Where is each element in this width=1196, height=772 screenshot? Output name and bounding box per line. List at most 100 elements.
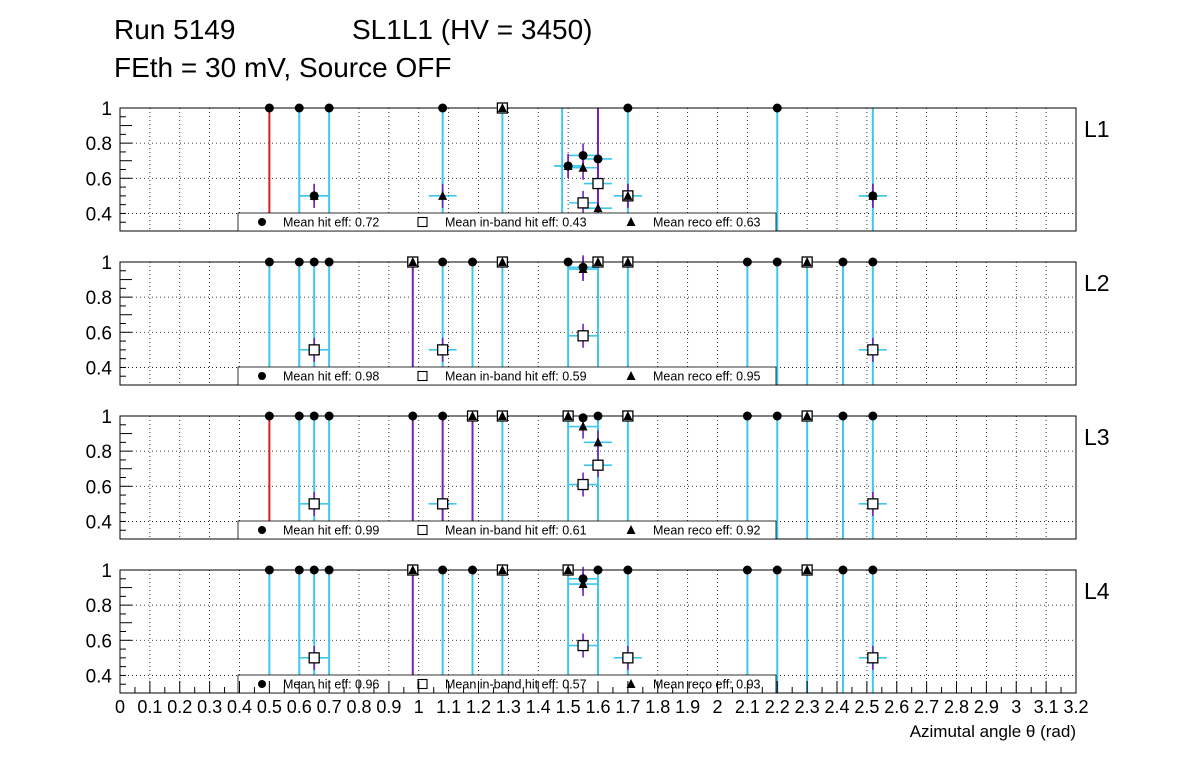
x-tick-label: 1.2 <box>466 697 491 717</box>
reco-efficiency-point <box>578 421 588 431</box>
y-tick-label: 0.4 <box>86 666 113 687</box>
hit-efficiency-point <box>438 411 448 421</box>
hit-efficiency-point <box>593 565 603 575</box>
y-tick-label: 0.8 <box>86 134 112 155</box>
legend: Mean hit eff: 0.99 Mean in-band hit eff: … <box>237 520 777 540</box>
panel-l3: 0.4 0.6 0.8 1 Mean hit eff: 0.99 Mean in-band… <box>86 407 1110 540</box>
panel-l1: 0.4 0.6 0.8 1 Mean hit eff: 0.72 Mean in-band… <box>86 99 1110 232</box>
reco-efficiency-point <box>438 190 448 200</box>
hit-efficiency-point <box>742 565 752 575</box>
legend-hit-label: Mean hit eff: 0.99 <box>283 524 379 538</box>
x-tick-label: 0.7 <box>317 697 342 717</box>
inband-efficiency-point <box>577 197 589 209</box>
hit-efficiency-point <box>838 565 848 575</box>
inband-efficiency-point <box>577 478 589 491</box>
hit-efficiency-point <box>578 574 588 584</box>
run-title: Run 5149 <box>114 14 236 45</box>
reco-efficiency-point <box>578 579 588 589</box>
legend-inband-label: Mean in-band hit eff: 0.61 <box>445 524 587 538</box>
legend-hit-label: Mean hit eff: 0.72 <box>283 216 379 230</box>
reco-efficiency-point <box>468 411 478 420</box>
legend-inband-label: Mean in-band hit eff: 0.59 <box>445 370 587 384</box>
x-tick-label: 0.1 <box>137 697 162 717</box>
x-tick-label: 0.2 <box>167 697 192 717</box>
hit-efficiency-point <box>438 103 448 113</box>
hit-efficiency-point <box>408 411 418 421</box>
inband-efficiency-point <box>592 459 604 471</box>
x-tick-label: 1.6 <box>585 697 610 717</box>
panel-l2: 0.4 0.6 0.8 1 Mean hit eff: 0.98 Mean in-band… <box>86 253 1110 386</box>
inband-efficiency-point <box>436 344 449 356</box>
x-tick-label: 2.1 <box>735 697 760 717</box>
y-tick-label: 1 <box>101 253 112 274</box>
hit-efficiency-point <box>593 411 603 421</box>
y-tick-label: 1 <box>101 561 112 582</box>
hit-efficiency-point <box>294 257 304 267</box>
inband-efficiency-point <box>622 652 634 664</box>
hit-efficiency-point <box>838 411 848 421</box>
x-tick-label: 0.5 <box>257 697 282 717</box>
x-tick-label: 0.4 <box>227 697 252 717</box>
legend-hit-label: Mean hit eff: 0.98 <box>283 370 379 384</box>
inband-efficiency-point <box>308 498 320 510</box>
x-tick-label: 1.8 <box>645 697 670 717</box>
hit-efficiency-point <box>309 565 319 575</box>
legend-hit-marker <box>258 680 266 688</box>
hit-efficiency-point <box>742 411 752 421</box>
legend-reco-label: Mean reco eff: 0.92 <box>653 524 761 538</box>
legend-hit-marker <box>258 526 266 534</box>
y-tick-label: 0.4 <box>86 512 113 533</box>
legend-reco-label: Mean reco eff: 0.63 <box>653 216 761 230</box>
reco-efficiency-point <box>578 264 588 274</box>
hit-efficiency-point <box>772 411 782 421</box>
hit-efficiency-point <box>264 565 274 575</box>
reco-efficiency-point <box>497 411 507 420</box>
inband-efficiency-point <box>577 330 589 342</box>
legend-inband-label: Mean in-band hit eff: 0.57 <box>445 678 587 692</box>
settings-title: FEth = 30 mV, Source OFF <box>114 52 452 83</box>
panel-label: L4 <box>1084 578 1110 604</box>
x-tick-label: 2.6 <box>884 697 909 717</box>
reco-efficiency-point <box>563 160 573 170</box>
legend-box <box>237 520 777 540</box>
x-tick-label: 1.9 <box>675 697 700 717</box>
hit-efficiency-point <box>772 257 782 267</box>
inband-efficiency-point <box>308 344 320 356</box>
panel-label: L2 <box>1084 270 1110 296</box>
reco-efficiency-point <box>868 190 878 200</box>
x-tick-label: 3.1 <box>1034 697 1059 717</box>
reco-efficiency-point <box>802 411 812 420</box>
panel-label: L1 <box>1084 116 1110 142</box>
hit-efficiency-point <box>468 565 478 575</box>
reco-efficiency-point <box>623 190 633 200</box>
reco-efficiency-point <box>593 257 603 266</box>
hit-efficiency-point <box>438 565 448 575</box>
legend-reco-label: Mean reco eff: 0.95 <box>653 370 761 384</box>
y-tick-label: 0.6 <box>86 169 112 190</box>
legend-hit-marker <box>258 218 266 226</box>
reco-efficiency-point <box>408 257 418 266</box>
hit-efficiency-point <box>309 257 319 267</box>
x-tick-label: 3.2 <box>1063 697 1088 717</box>
hit-efficiency-point <box>578 150 588 160</box>
panel-l4: 0.4 0.6 0.8 1 Mean hit eff: 0.96 Mean in-band… <box>86 561 1110 694</box>
hit-efficiency-point <box>868 257 878 267</box>
reco-efficiency-point <box>497 257 507 266</box>
reco-efficiency-point <box>408 565 418 574</box>
reco-efficiency-point <box>623 411 633 420</box>
inband-efficiency-point <box>592 177 604 190</box>
inband-efficiency-point <box>436 498 449 510</box>
legend-box <box>237 674 777 694</box>
x-tick-label: 3 <box>1011 697 1021 717</box>
legend-inband-marker <box>417 524 428 536</box>
reco-efficiency-point <box>563 411 573 420</box>
reco-efficiency-point <box>623 257 633 266</box>
legend: Mean hit eff: 0.98 Mean in-band hit eff: … <box>237 366 777 386</box>
hit-efficiency-point <box>742 257 752 267</box>
hit-efficiency-point <box>772 103 782 113</box>
x-tick-label: 1.7 <box>615 697 640 717</box>
legend-reco-marker <box>626 679 636 688</box>
y-tick-label: 0.6 <box>86 631 112 652</box>
x-tick-label: 1.3 <box>496 697 521 717</box>
